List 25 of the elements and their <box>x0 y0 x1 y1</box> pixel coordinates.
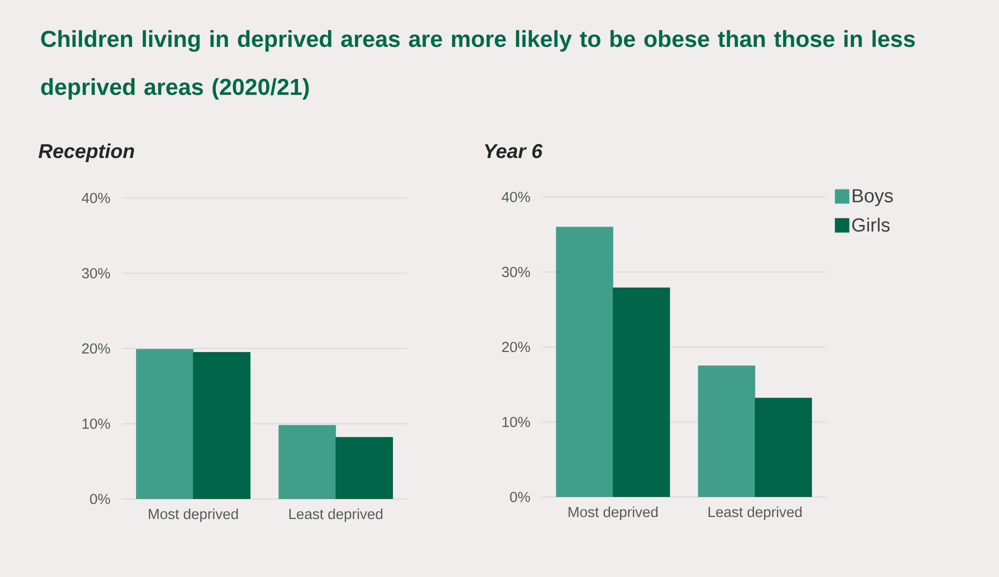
x-tick-label: Least deprived <box>708 506 802 520</box>
bar <box>754 398 812 497</box>
y-tick-label: 10% <box>82 418 110 429</box>
y-tick-label: 20% <box>502 342 530 352</box>
legend-label: Boys <box>852 189 893 206</box>
x-tick-label: Most deprived <box>148 508 238 522</box>
chart-subtitle: Reception <box>38 143 134 162</box>
bar <box>612 288 670 497</box>
y-tick-label: 10% <box>502 416 530 428</box>
y-tick-label: 30% <box>502 266 530 278</box>
bar <box>336 437 393 499</box>
bar <box>278 425 336 499</box>
y-tick-label: 40% <box>82 192 110 204</box>
bar <box>193 352 250 499</box>
y-tick-label: 40% <box>502 192 530 202</box>
y-tick-label: 20% <box>82 343 110 354</box>
y-tick-label: 30% <box>82 268 110 278</box>
chart-subtitle: Year 6 <box>484 144 543 158</box>
y-tick-label: 0% <box>90 494 110 504</box>
x-tick-label: Least deprived <box>289 508 382 522</box>
text: Children living in deprived areas are more likely to be obese than those in less deprived areas (2020/21) <box>41 30 915 100</box>
bar <box>136 349 194 499</box>
legend-label: Girls <box>852 218 890 232</box>
x-tick-label: Most deprived <box>568 506 658 520</box>
y-tick-label: 0% <box>510 492 530 502</box>
